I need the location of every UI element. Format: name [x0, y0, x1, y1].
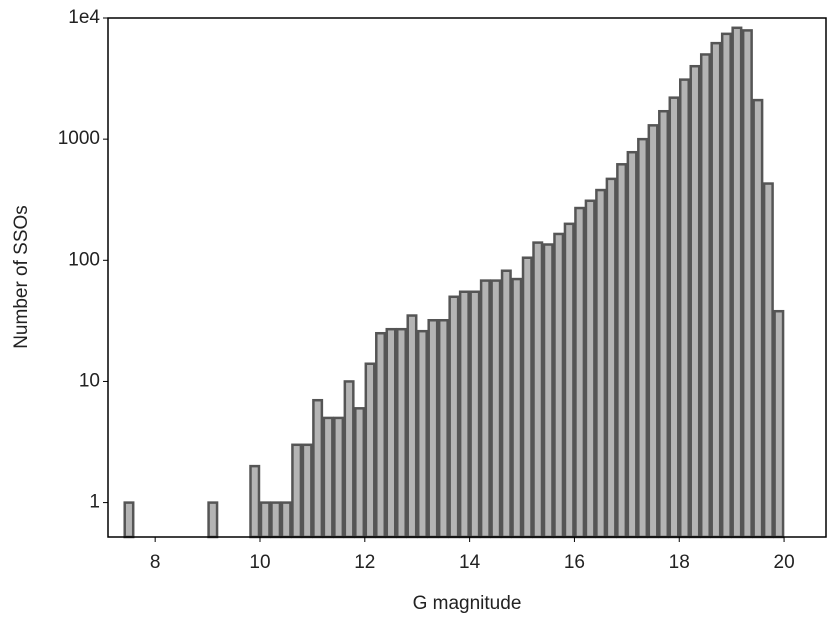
bar: [280, 501, 292, 539]
bar: [312, 398, 324, 539]
bar: [574, 206, 586, 539]
y-tick-label: 100: [68, 249, 100, 270]
bar: [626, 150, 638, 539]
bar: [333, 416, 345, 539]
x-tick-label: 18: [669, 552, 690, 573]
x-tick-label: 12: [354, 552, 375, 573]
bar: [291, 443, 303, 539]
bar: [406, 314, 418, 539]
bar: [437, 318, 449, 539]
bar: [511, 277, 523, 539]
bar: [741, 29, 753, 539]
bar: [668, 96, 680, 539]
bar: [301, 443, 313, 539]
bar: [679, 78, 690, 539]
bar: [448, 295, 460, 539]
plot-frame: [107, 17, 827, 538]
x-axis-label: G magnitude: [413, 593, 522, 614]
bar: [699, 53, 711, 539]
bar: [542, 243, 554, 539]
bar: [207, 501, 219, 539]
bar: [752, 98, 764, 539]
bar: [395, 327, 407, 539]
y-tick-label: 1: [89, 492, 100, 513]
bar: [532, 241, 544, 539]
bar: [416, 329, 428, 539]
bar: [427, 318, 439, 539]
bar: [479, 279, 491, 539]
bar: [720, 32, 732, 539]
y-axis-label: Number of SSOs: [11, 205, 32, 349]
bar: [490, 279, 502, 539]
y-tick-label: 1e4: [68, 7, 100, 28]
bar: [710, 41, 722, 539]
bar: [322, 416, 334, 539]
bar: [375, 331, 387, 539]
bar: [773, 309, 785, 539]
bar: [595, 188, 607, 539]
bar: [354, 407, 366, 539]
bar: [259, 501, 271, 539]
bar: [123, 501, 135, 539]
y-tick-label: 10: [79, 370, 100, 391]
bar: [637, 137, 649, 539]
bar: [563, 222, 575, 539]
x-tick-label: 10: [249, 552, 270, 573]
x-tick-label: 14: [459, 552, 481, 573]
bar: [553, 232, 565, 539]
bar: [500, 269, 512, 539]
x-tick-label: 16: [564, 552, 585, 573]
bar: [731, 26, 743, 539]
bar: [521, 256, 533, 539]
y-tick-label: 1000: [58, 128, 100, 149]
x-tick-label: 20: [774, 552, 795, 573]
bar: [647, 124, 659, 539]
bar: [658, 109, 670, 539]
bar: [343, 380, 355, 539]
bar: [364, 362, 376, 539]
x-tick-label: 8: [150, 552, 161, 573]
bar: [385, 327, 397, 539]
bar: [458, 290, 470, 539]
bar: [249, 464, 261, 539]
bar: [762, 182, 774, 539]
bar: [616, 163, 628, 539]
bar: [584, 199, 596, 539]
bar: [270, 501, 282, 539]
bar: [605, 177, 617, 539]
bar: [469, 290, 481, 539]
bar: [689, 64, 701, 539]
